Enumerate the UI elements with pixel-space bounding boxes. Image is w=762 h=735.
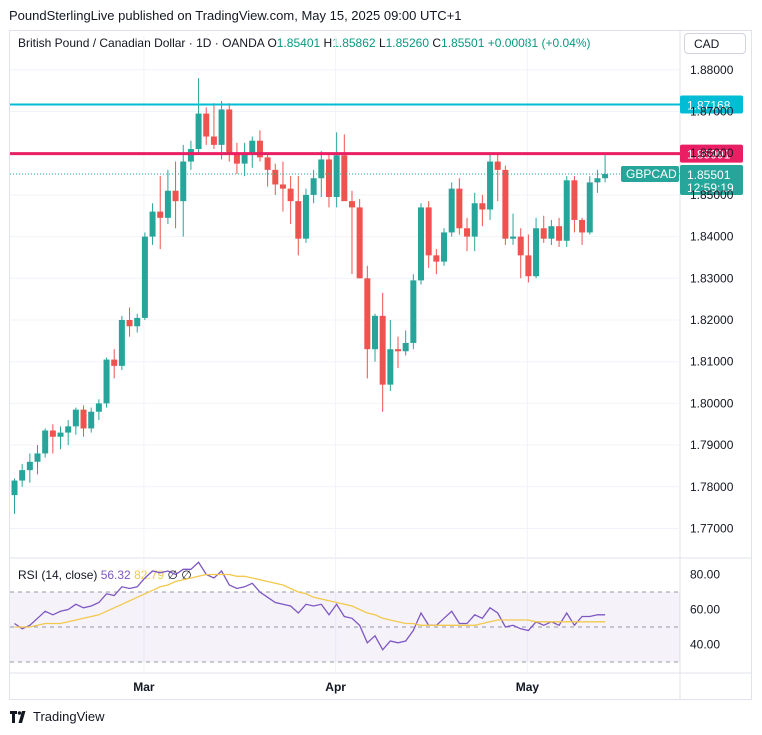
low-label: L [378,36,386,50]
rsi-na-mark-2: ∅ [181,568,192,582]
symbol-title[interactable]: British Pound / Canadian Dollar · 1D · O… [18,36,265,50]
open-label: O [267,36,277,50]
footer-brand-label: TradingView [33,709,105,724]
high-value: 1.85862 [332,36,376,50]
close-value: 1.85501 [441,36,485,50]
publisher-line: PoundSterlingLive published on TradingVi… [9,8,462,23]
chart-frame [9,30,752,700]
rsi-legend: RSI (14, close) 56.32 82.79 ∅ ∅ [18,568,192,582]
rsi-value: 56.32 [100,568,131,582]
low-value: 1.85260 [385,36,430,50]
footer-brand[interactable]: TradingView [10,709,105,724]
rsi-ma-value: 82.79 [134,568,165,582]
close-label: C [432,36,442,50]
currency-selector[interactable]: CAD [684,33,746,54]
rsi-title[interactable]: RSI (14, close) [18,568,98,582]
tradingview-logo-icon [10,710,26,723]
rsi-na-mark-1: ∅ [167,568,178,582]
open-value: 1.85401 [276,36,321,50]
change-value: +0.00081 (+0.04%) [487,36,591,50]
symbol-legend: British Pound / Canadian Dollar · 1D · O… [18,36,591,50]
high-label: H [323,36,333,50]
